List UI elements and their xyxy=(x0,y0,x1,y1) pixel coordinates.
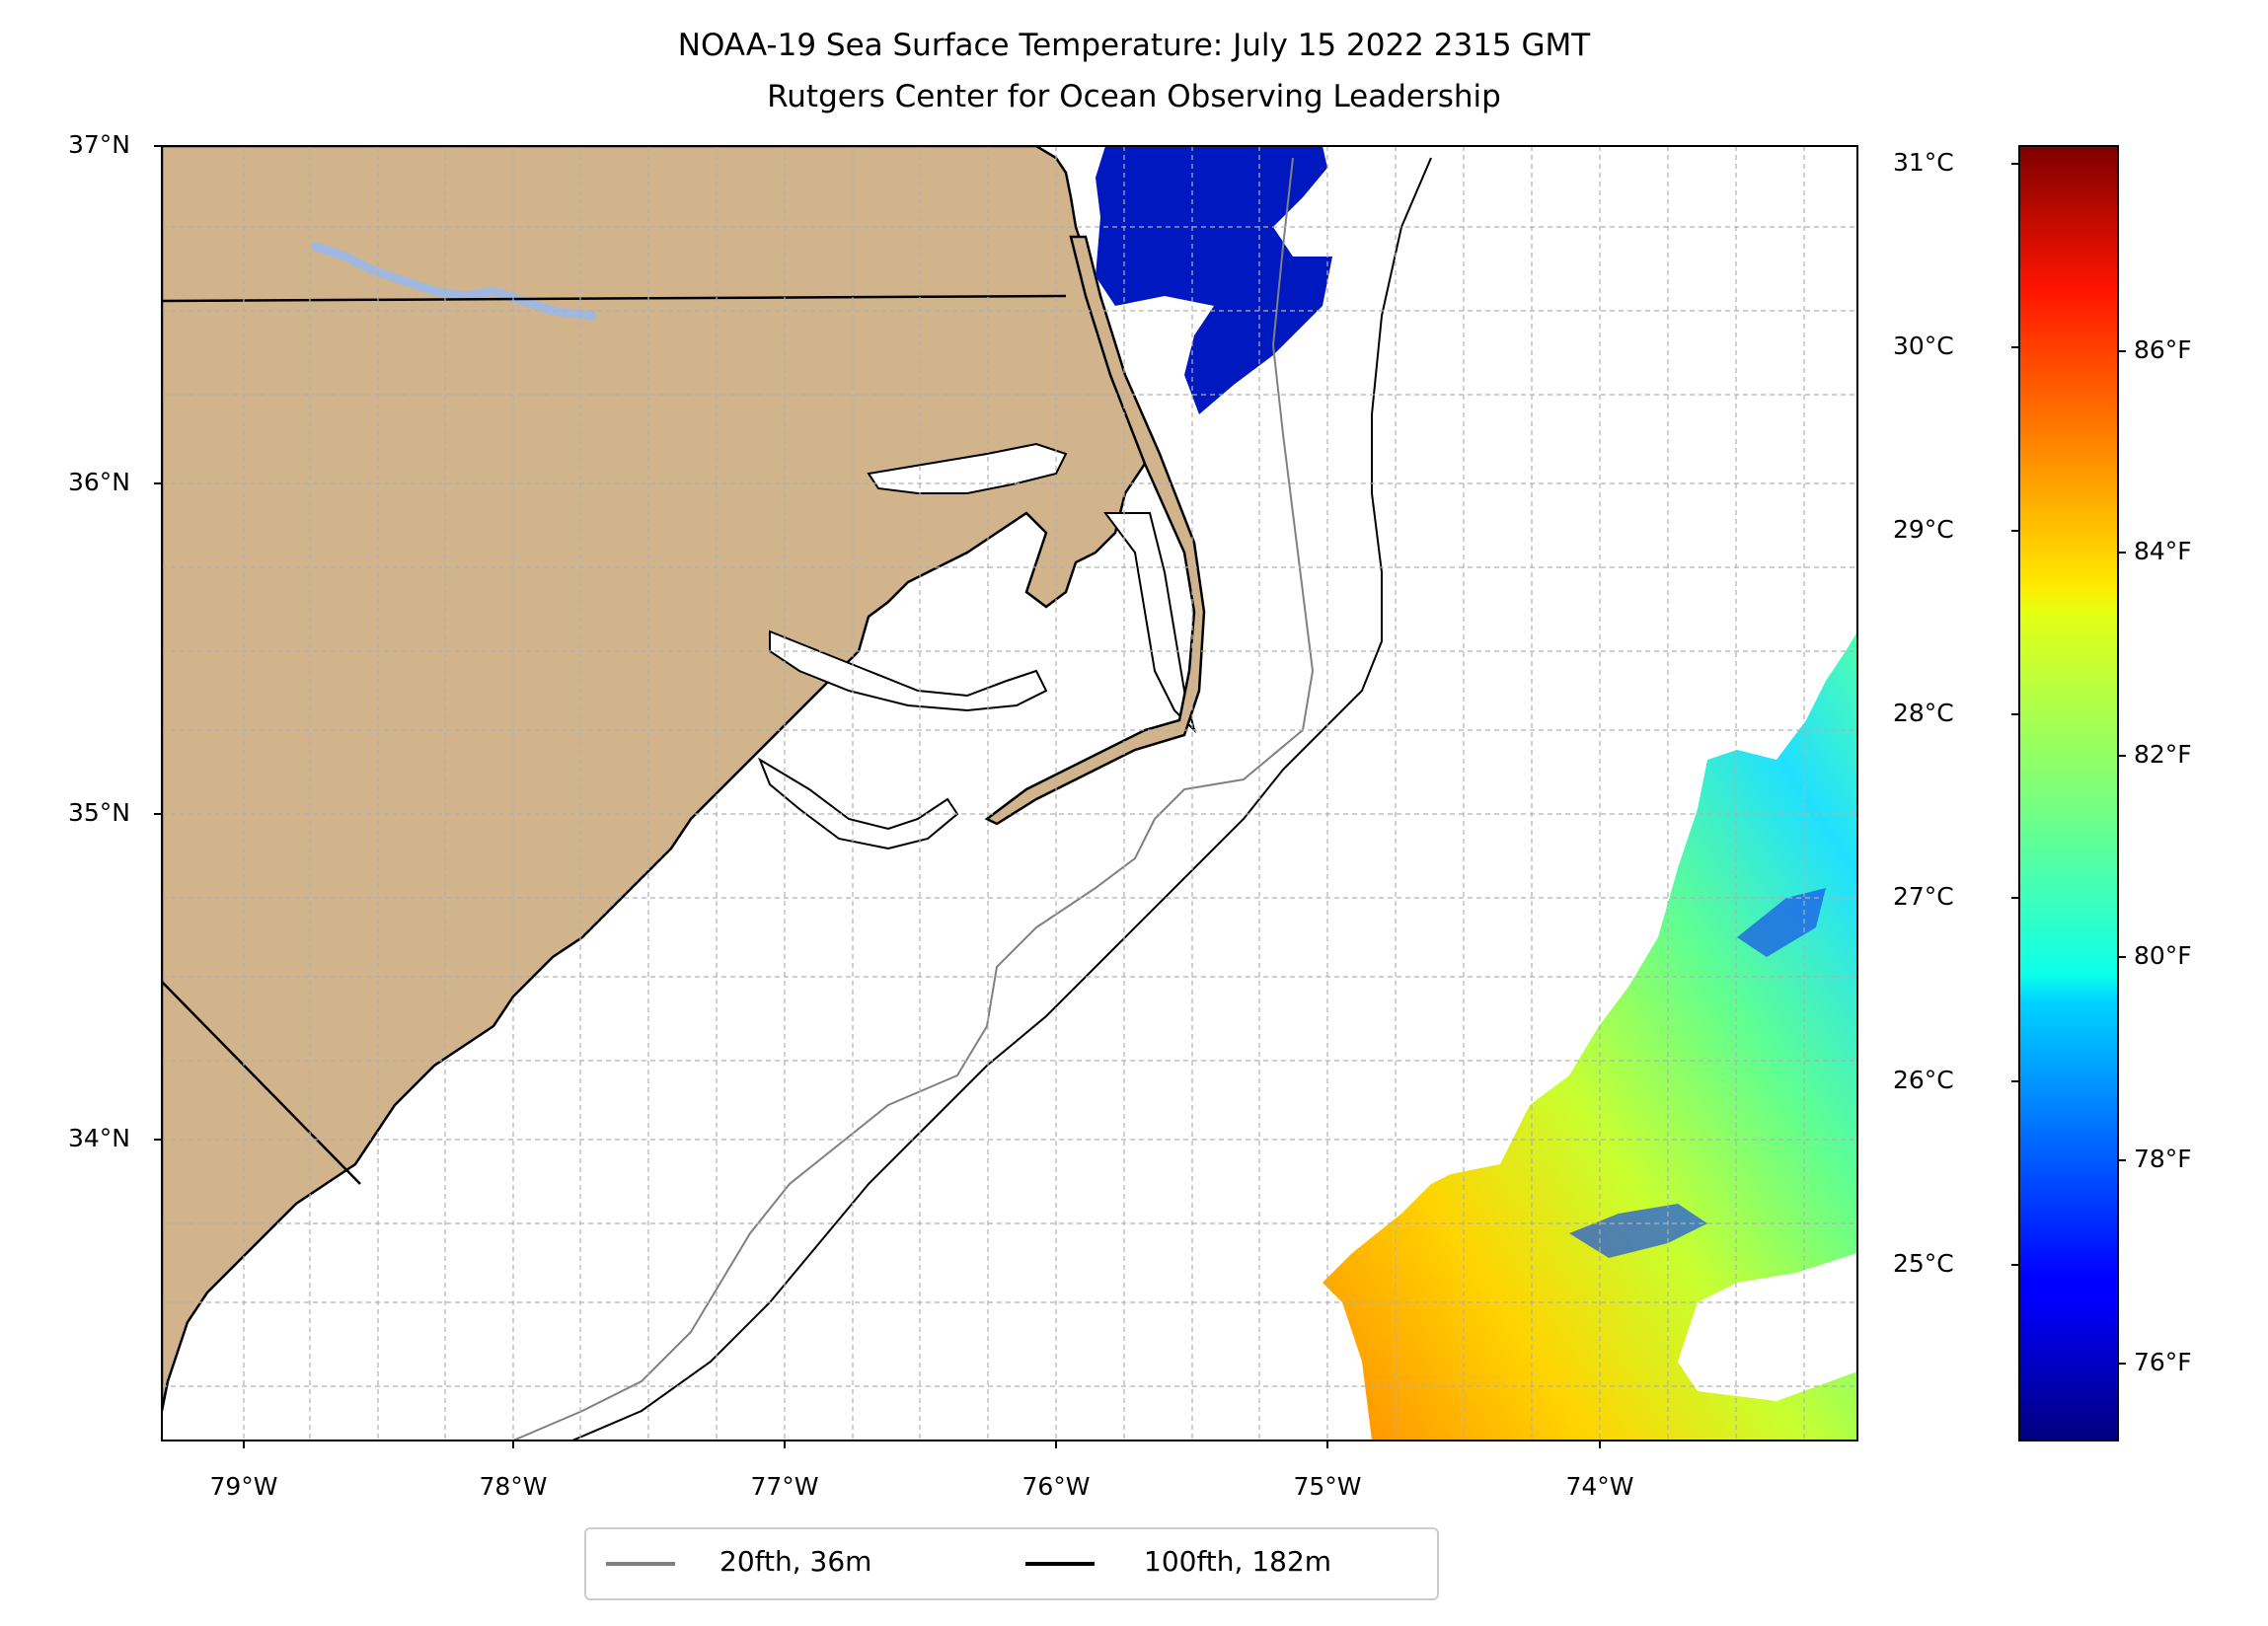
neuse-river xyxy=(757,757,959,850)
lon-label: 75°W xyxy=(1293,1472,1362,1501)
colorbar xyxy=(2018,145,2119,1441)
colorbar-celsius-label: 31°C xyxy=(1893,148,1954,177)
colorbar-fahrenheit-label: 76°F xyxy=(2134,1348,2192,1376)
colorbar-fahrenheit-label: 86°F xyxy=(2134,335,2192,364)
map-subtitle: Rutgers Center for Ocean Observing Leade… xyxy=(767,79,1501,114)
legend-line-20fth xyxy=(606,1562,675,1566)
sst-cool-patch xyxy=(1569,1204,1707,1258)
outer-banks xyxy=(984,235,1206,826)
colorbar-fahrenheit-label: 84°F xyxy=(2134,537,2192,565)
pamlico-river xyxy=(769,629,1048,712)
map-grid xyxy=(162,146,1857,1441)
legend-label: 20fth, 36m xyxy=(719,1545,872,1578)
lon-label: 76°W xyxy=(1021,1472,1091,1501)
colorbar-fahrenheit-label: 78°F xyxy=(2134,1145,2192,1173)
colorbar-celsius-label: 26°C xyxy=(1893,1066,1954,1094)
lat-label: 34°N xyxy=(67,1124,130,1152)
map-title: NOAA-19 Sea Surface Temperature: July 15… xyxy=(677,28,1591,63)
colorbar-fahrenheit-label: 82°F xyxy=(2134,740,2192,769)
colorbar-celsius-label: 25°C xyxy=(1893,1249,1954,1278)
legend-line-100fth xyxy=(1025,1562,1095,1566)
lon-label: 74°W xyxy=(1565,1472,1634,1501)
map-frame xyxy=(161,145,1858,1441)
legend: 20fth, 36m 100fth, 182m xyxy=(584,1527,1439,1600)
lon-label: 78°W xyxy=(479,1472,548,1501)
colorbar-celsius-label: 27°C xyxy=(1893,882,1954,911)
sst-swath-south xyxy=(1323,631,1857,1441)
sst-swath-north xyxy=(1096,146,1332,414)
lon-label: 77°W xyxy=(750,1472,819,1501)
state-border-va-nc xyxy=(162,294,1067,303)
colorbar-celsius-label: 28°C xyxy=(1893,699,1954,727)
state-border-nc-sc xyxy=(162,981,361,1185)
lat-label: 35°N xyxy=(67,798,130,827)
colorbar-ticks xyxy=(2011,163,2126,1365)
colorbar-celsius-label: 29°C xyxy=(1893,515,1954,544)
axis-ticks xyxy=(154,145,1601,1448)
colorbar-celsius-label: 30°C xyxy=(1893,332,1954,360)
isobath-100fth xyxy=(571,157,1432,1441)
legend-label: 100fth, 182m xyxy=(1144,1545,1332,1578)
isobath-20fth xyxy=(512,157,1315,1441)
colorbar-fahrenheit-label: 80°F xyxy=(2134,941,2192,970)
lon-label: 79°W xyxy=(209,1472,278,1501)
albemarle-sound xyxy=(867,442,1068,494)
lat-label: 36°N xyxy=(67,468,130,496)
lat-label: 37°N xyxy=(67,130,130,159)
lake xyxy=(311,242,597,321)
